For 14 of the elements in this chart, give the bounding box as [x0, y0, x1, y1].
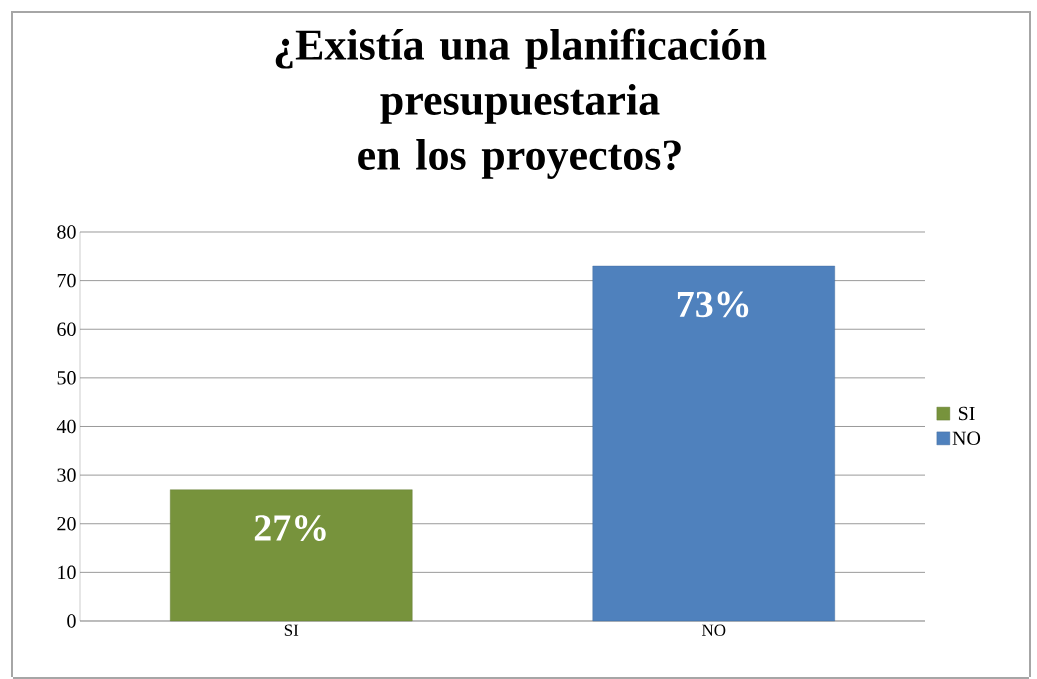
y-tick-label: 50 [57, 371, 76, 385]
y-tick-label: 70 [57, 273, 76, 288]
y-tick-label: 10 [58, 565, 76, 580]
y-tick-label: 40 [56, 419, 76, 434]
data-label: 27% [254, 515, 326, 542]
legend-label: NO [952, 431, 981, 445]
legend-label: SI [958, 406, 975, 421]
y-tick-label: 60 [57, 322, 76, 336]
y-tick-label: 30 [57, 468, 76, 482]
chart-title: ¿Existía una planificación presupuestaria en los proyectos? [275, 28, 767, 179]
y-tick-label: 20 [57, 516, 76, 531]
y-tick-label: 0 [67, 614, 76, 628]
data-label: 73% [677, 291, 749, 318]
y-tick-label: 80 [57, 225, 76, 239]
